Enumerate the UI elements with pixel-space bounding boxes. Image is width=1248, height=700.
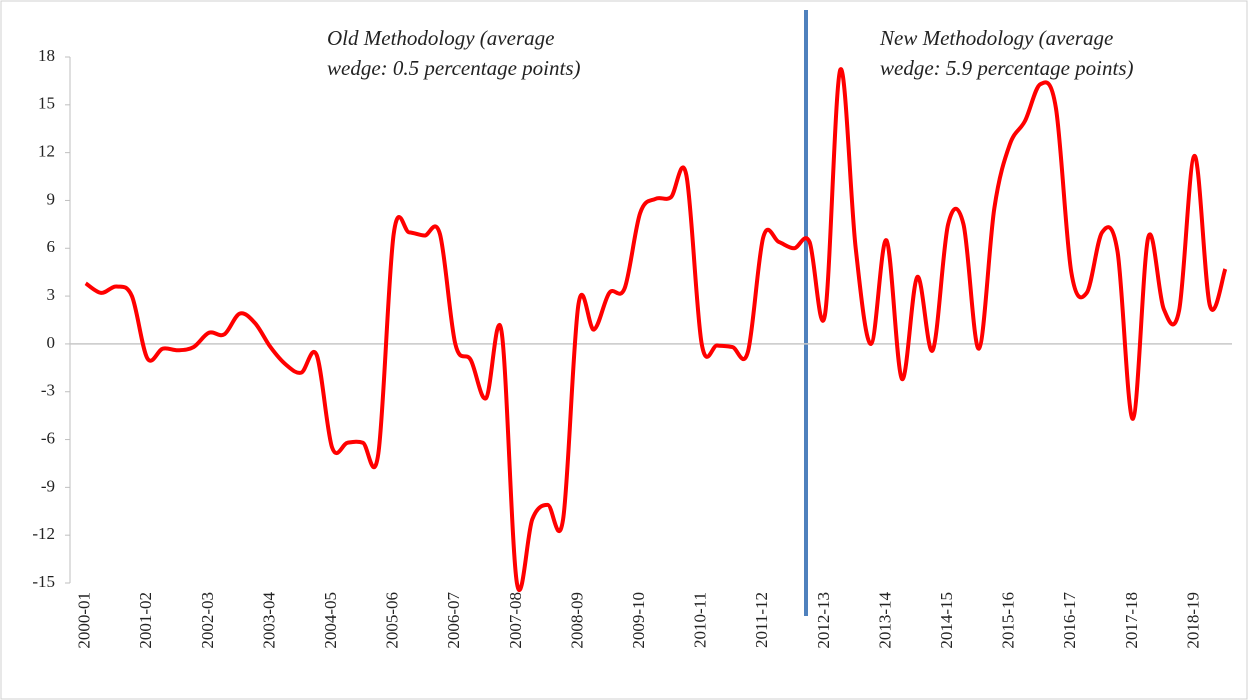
y-tick-label: 12 (38, 142, 55, 161)
y-tick-label: -3 (41, 381, 55, 400)
x-tick-label: 2006-07 (444, 592, 463, 649)
y-tick-label: 6 (47, 237, 56, 256)
y-tick-label: 18 (38, 46, 55, 65)
x-tick-label: 2014-15 (937, 592, 956, 649)
y-tick-label: 0 (47, 333, 56, 352)
x-tick-label: 2000-01 (75, 592, 94, 649)
x-tick-label: 2010-11 (691, 592, 710, 648)
y-tick-label: -12 (32, 524, 55, 543)
x-tick-label: 2005-06 (383, 592, 402, 649)
x-tick-label: 2001-02 (136, 592, 155, 649)
y-tick-label: -15 (32, 572, 55, 591)
x-tick-label: 2008-09 (567, 592, 586, 649)
annotation: wedge: 0.5 percentage points) (327, 56, 581, 80)
x-tick-label: 2016-17 (1060, 592, 1079, 649)
y-tick-label: -6 (41, 428, 55, 447)
y-tick-label: 3 (47, 285, 56, 304)
x-tick-label: 2003-04 (259, 592, 278, 649)
data-line (84, 67, 1228, 593)
y-tick-label: 9 (47, 189, 56, 208)
annotation: New Methodology (average (879, 26, 1113, 50)
x-tick-label: 2018-19 (1183, 592, 1202, 649)
x-tick-label: 2004-05 (321, 592, 340, 649)
x-tick-label: 2015-16 (999, 592, 1018, 649)
annotation: wedge: 5.9 percentage points) (880, 56, 1134, 80)
x-tick-label: 2009-10 (629, 592, 648, 649)
x-tick-label: 2013-14 (875, 592, 894, 649)
x-tick-label: 2012-13 (814, 592, 833, 649)
annotation: Old Methodology (average (327, 26, 554, 50)
y-tick-label: 15 (38, 94, 55, 113)
x-tick-label: 2007-08 (506, 592, 525, 649)
x-tick-label: 2002-03 (198, 592, 217, 649)
x-tick-label: 2017-18 (1122, 592, 1141, 649)
x-tick-label: 2011-12 (752, 592, 771, 648)
y-tick-label: -9 (41, 476, 55, 495)
